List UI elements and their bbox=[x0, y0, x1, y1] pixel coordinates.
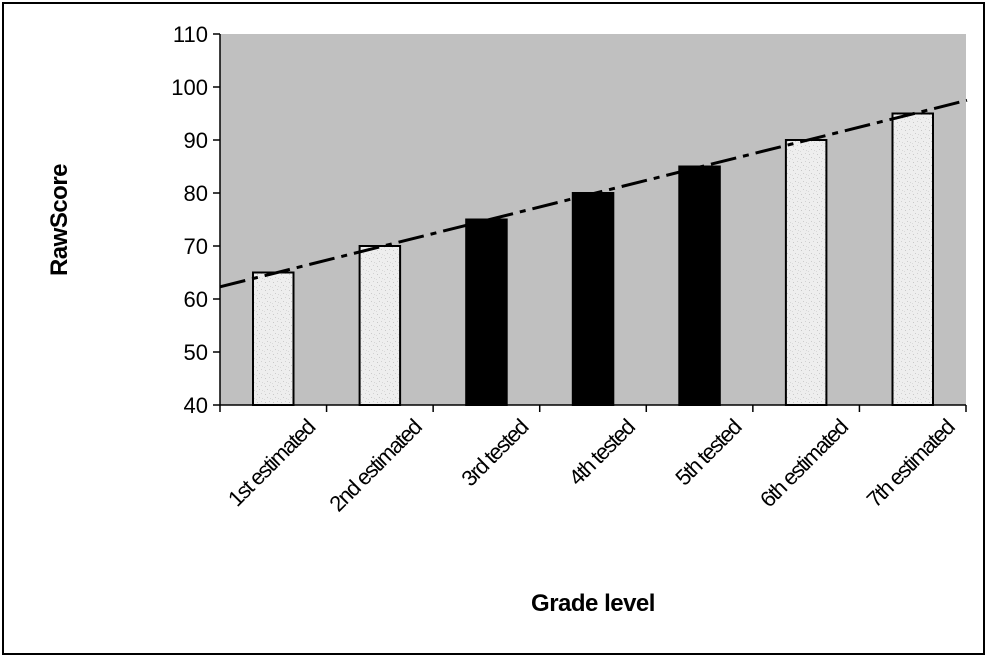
y-tick-label: 40 bbox=[184, 393, 208, 418]
x-category-label: 1st estimated bbox=[223, 415, 320, 512]
x-category-label: 6th estimated bbox=[755, 415, 852, 512]
x-axis-title: Grade level bbox=[531, 590, 655, 617]
y-tick-label: 100 bbox=[171, 75, 208, 100]
x-category-label: 7th estimated bbox=[862, 415, 959, 512]
y-tick-label: 90 bbox=[184, 128, 208, 153]
y-tick-label: 60 bbox=[184, 287, 208, 312]
bar-3 bbox=[465, 218, 508, 406]
y-axis-title: RawScore bbox=[46, 164, 73, 276]
bar-2 bbox=[358, 245, 402, 406]
bar-7 bbox=[891, 112, 934, 406]
bar-1 bbox=[252, 271, 295, 406]
y-tick-label: 50 bbox=[184, 340, 208, 365]
y-tick-label: 110 bbox=[173, 22, 208, 47]
x-category-label: 4th tested bbox=[564, 415, 640, 491]
y-tick-label: 80 bbox=[184, 181, 208, 206]
bar-5 bbox=[678, 165, 721, 406]
bar-4 bbox=[571, 192, 615, 406]
x-category-label: 5th tested bbox=[670, 415, 746, 491]
x-category-label: 2nd estimated bbox=[324, 415, 426, 517]
x-category-label: 3rd tested bbox=[456, 415, 532, 491]
bar-6 bbox=[784, 139, 828, 406]
y-tick-label: 70 bbox=[184, 234, 208, 259]
trendline bbox=[219, 98, 968, 289]
